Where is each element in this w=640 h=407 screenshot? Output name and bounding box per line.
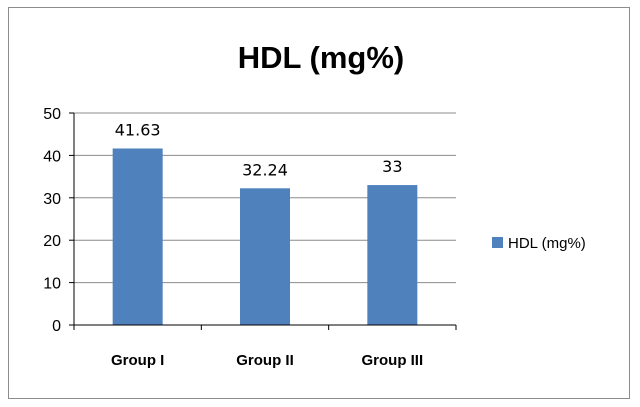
y-tick-label-20: 20 — [43, 233, 61, 250]
y-tick-label-50: 50 — [43, 106, 61, 123]
legend: HDL (mg%) — [492, 235, 586, 252]
data-labels: 41.63 32.24 33 — [115, 120, 403, 179]
bar-3 — [367, 185, 418, 325]
x-tick-label-2: Group II — [236, 352, 294, 369]
legend-label: HDL (mg%) — [508, 235, 586, 252]
legend-swatch — [492, 237, 503, 248]
y-tick-label-0: 0 — [52, 318, 61, 335]
bar-1 — [112, 148, 163, 325]
data-label-3: 33 — [382, 157, 402, 176]
x-tick-labels: Group I Group II Group III — [111, 352, 423, 369]
y-tick-label-30: 30 — [43, 191, 61, 208]
data-label-2: 32.24 — [242, 160, 288, 179]
data-label-1: 41.63 — [115, 120, 161, 139]
bars — [112, 148, 418, 325]
x-tick-label-1: Group I — [111, 352, 164, 369]
x-tick-label-3: Group III — [361, 352, 423, 369]
chart-title: HDL (mg%) — [238, 40, 404, 75]
chart-frame — [8, 7, 630, 399]
axes — [69, 112, 457, 330]
y-tick-labels: 0 10 20 30 40 50 — [43, 106, 61, 335]
y-tick-label-40: 40 — [43, 148, 61, 165]
y-tick-label-10: 10 — [43, 276, 61, 293]
bar-2 — [240, 188, 290, 325]
